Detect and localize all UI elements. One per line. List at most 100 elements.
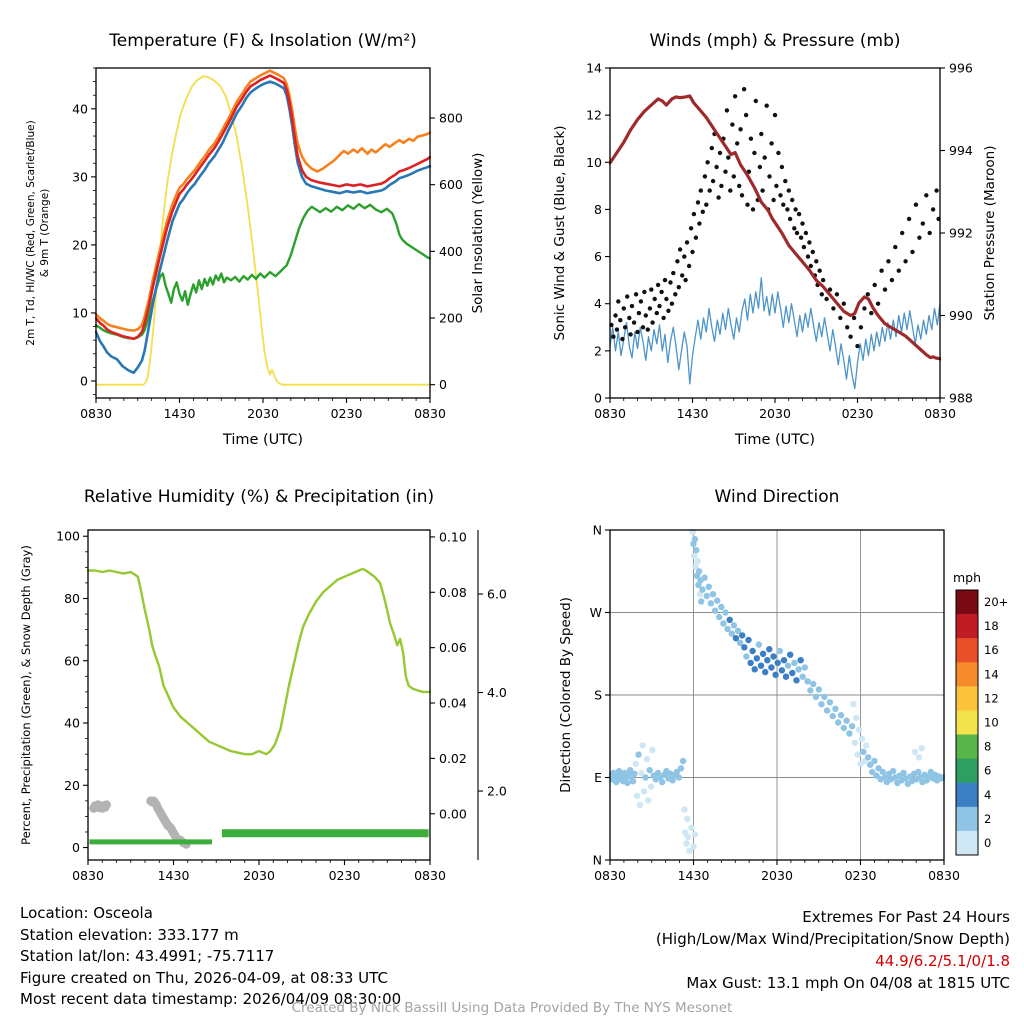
series-station-pressure [609,94,941,361]
series-solar-insolation [95,75,431,386]
svg-text:S: S [594,688,602,703]
data-timestamp: Most recent data timestamp: 2026/04/09 0… [20,990,402,1008]
extremes-block: Extremes For Past 24 Hours (High/Low/Max… [656,906,1010,994]
axes: 0830 1430 2030 0230 0830 0 20 40 60 80 100 0.00 0.02… [56,529,507,883]
svg-text:2030: 2030 [247,406,279,421]
svg-text:100: 100 [56,529,80,544]
svg-text:40: 40 [64,716,80,731]
figure-created: Figure created on Thu, 2026-04-09, at 08… [20,968,388,987]
plot-series [609,528,945,854]
svg-text:0230: 0230 [845,868,877,883]
svg-text:988: 988 [949,391,973,406]
max-gust: Max Gust: 13.1 mph On 04/08 at 1815 UTC [686,974,1010,992]
svg-text:0830: 0830 [72,868,104,883]
svg-text:18: 18 [984,619,999,633]
chart-title: Wind Direction [715,487,840,507]
svg-text:990: 990 [949,308,973,323]
svg-text:2.0: 2.0 [487,784,507,799]
extremes-values: 44.9/6.2/5.1/0/1.8 [875,952,1010,970]
svg-text:0.00: 0.00 [439,806,467,821]
series-temp-2m [95,74,431,341]
svg-text:20: 20 [72,237,88,252]
svg-text:14: 14 [586,61,602,76]
svg-text:0: 0 [80,373,88,388]
chart-title: Winds (mph) & Pressure (mb) [649,31,900,51]
svg-text:0: 0 [439,377,447,392]
plot-series [609,87,941,390]
y-axis-label-right: Station Pressure (Maroon) [982,145,998,320]
credit-line: Created By Nick Bassill Using Data Provi… [291,1000,733,1016]
svg-text:4: 4 [984,788,991,802]
temperature-insolation-chart: 0830 1430 2030 0230 083001020304002004006008… [25,31,486,448]
svg-text:0830: 0830 [594,406,626,421]
svg-text:2: 2 [984,812,991,826]
svg-text:1430: 1430 [677,406,709,421]
svg-text:10: 10 [984,716,999,730]
svg-text:0830: 0830 [414,406,446,421]
svg-text:40: 40 [72,101,88,116]
series-wind-gust [609,87,941,349]
svg-text:0: 0 [984,836,991,850]
svg-text:0.02: 0.02 [439,751,467,766]
svg-text:6.0: 6.0 [487,587,507,602]
colorbar-title: mph [953,570,981,585]
plot-series [87,567,431,849]
gridlines [610,530,944,860]
svg-text:12: 12 [984,691,999,705]
svg-text:996: 996 [949,61,973,76]
series-temp-9m [95,69,431,332]
svg-text:16: 16 [984,643,999,657]
svg-text:80: 80 [64,591,80,606]
svg-text:6: 6 [594,249,602,264]
axes: 0830 1430 2030 0230 083002468101214988990992… [586,61,973,422]
plot-series [95,69,431,386]
station-elevation: Station elevation: 333.177 m [20,925,239,944]
svg-text:1430: 1430 [164,406,196,421]
series-sonic-wind [609,277,941,390]
svg-text:2030: 2030 [761,868,793,883]
series-wind-chill-2m [95,80,431,375]
svg-text:0.10: 0.10 [439,529,467,544]
svg-text:0: 0 [594,391,602,406]
humidity-precip-chart: 0830 1430 2030 0230 0830 0 20 40 60 80 100 0.00 0.02… [19,487,507,883]
svg-text:994: 994 [949,143,973,158]
svg-text:W: W [590,605,602,620]
svg-text:600: 600 [439,177,463,192]
svg-text:0.06: 0.06 [439,640,467,655]
svg-text:4.0: 4.0 [487,685,507,700]
svg-text:0230: 0230 [329,868,361,883]
svg-text:0830: 0830 [80,406,112,421]
y-axis-label-right: Solar Insolation (Yellow) [470,153,486,314]
svg-text:60: 60 [64,653,80,668]
svg-text:N: N [593,523,602,538]
y-axis-label-left: & 9m T (Orange) [39,189,51,278]
svg-text:10: 10 [72,305,88,320]
svg-text:0830: 0830 [924,406,956,421]
winds-pressure-chart: 0830 1430 2030 0230 083002468101214988990992… [552,31,998,448]
svg-text:14: 14 [984,667,999,681]
series-relative-humidity [87,567,431,756]
station-info-block: Location: Osceola Station elevation: 333… [20,903,401,1011]
svg-text:1430: 1430 [678,868,710,883]
station-location: Location: Osceola [20,904,153,922]
svg-text:8: 8 [594,202,602,217]
svg-text:400: 400 [439,244,463,259]
svg-text:992: 992 [949,226,973,241]
svg-text:10: 10 [586,155,602,170]
svg-text:20+: 20+ [984,595,1008,609]
svg-text:0830: 0830 [928,868,960,883]
svg-text:0230: 0230 [842,406,874,421]
svg-text:1430: 1430 [158,868,190,883]
y-axis-label-left: Sonic Wind & Gust (Blue, Black) [552,125,568,340]
series-direction-by-speed [609,528,945,854]
x-axis-label: Time (UTC) [734,432,815,448]
svg-text:0230: 0230 [331,406,363,421]
svg-text:200: 200 [439,311,463,326]
chart-title: Temperature (F) & Insolation (W/m²) [108,31,417,51]
svg-text:N: N [593,853,602,868]
svg-text:2030: 2030 [759,406,791,421]
svg-text:0830: 0830 [594,868,626,883]
